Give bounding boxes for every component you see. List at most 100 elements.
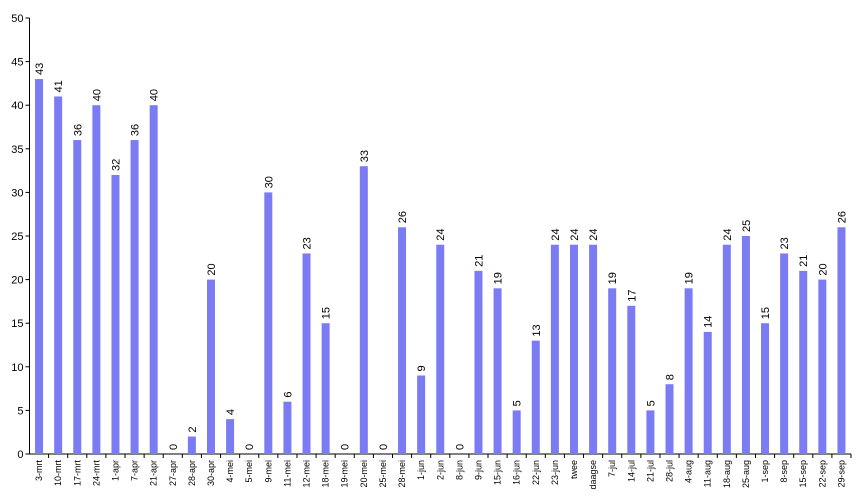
bar bbox=[799, 270, 808, 454]
bar bbox=[837, 227, 846, 454]
bar bbox=[149, 105, 158, 454]
data-label: 41 bbox=[53, 80, 65, 92]
bar bbox=[111, 174, 120, 454]
data-label: 0 bbox=[340, 444, 352, 450]
data-label: 19 bbox=[493, 272, 505, 284]
x-axis: 3-mrt 10-mrt 17-mrt 24-mrt 1-apr 7-apr 21-apr 2… bbox=[29, 453, 852, 490]
bars bbox=[35, 79, 846, 455]
x-tick-label: 1-sep bbox=[760, 460, 770, 483]
data-label: 0 bbox=[378, 444, 390, 450]
data-label: 26 bbox=[397, 211, 409, 223]
bar bbox=[761, 323, 770, 454]
x-tick-label: 9-mei bbox=[263, 460, 273, 483]
y-tick-label: 5 bbox=[17, 405, 23, 417]
data-label: 14 bbox=[703, 316, 715, 328]
data-label: 17 bbox=[626, 290, 638, 302]
bar bbox=[493, 288, 502, 454]
data-label: 0 bbox=[244, 444, 256, 450]
data-label: 36 bbox=[72, 124, 84, 136]
x-tick-label: 25-mei bbox=[378, 460, 388, 488]
data-label: 19 bbox=[684, 272, 696, 284]
bar bbox=[684, 288, 693, 454]
data-label: 36 bbox=[130, 124, 142, 136]
data-label: 0 bbox=[454, 444, 466, 450]
data-label: 40 bbox=[91, 89, 103, 101]
x-tick-label: 29-sep bbox=[836, 460, 846, 488]
data-label: 6 bbox=[282, 392, 294, 398]
x-tick-label: 8-jun bbox=[454, 460, 464, 480]
data-label: 24 bbox=[569, 228, 581, 240]
y-tick-label: 15 bbox=[11, 318, 23, 330]
bar bbox=[359, 166, 368, 455]
x-tick-label: 9-jun bbox=[473, 460, 483, 480]
y-tick-label: 35 bbox=[11, 144, 23, 156]
data-label: 30 bbox=[263, 176, 275, 188]
data-label: 24 bbox=[550, 228, 562, 240]
bar bbox=[283, 401, 292, 454]
bar bbox=[741, 236, 750, 454]
bar bbox=[73, 140, 82, 454]
bar bbox=[92, 105, 101, 454]
x-tick-label: 15-sep bbox=[798, 460, 808, 488]
x-tick-label: 22-sep bbox=[817, 460, 827, 488]
bar bbox=[35, 79, 44, 454]
x-tick-label: 28-jul bbox=[665, 460, 675, 482]
data-label: 15 bbox=[760, 307, 772, 319]
x-tick-label: 27-apr bbox=[168, 460, 178, 486]
x-tick-label: 5-mei bbox=[244, 460, 254, 483]
x-tick-label: 1-jun bbox=[416, 460, 426, 480]
y-tick-label: 30 bbox=[11, 187, 23, 199]
data-label: 33 bbox=[359, 150, 371, 162]
bar bbox=[608, 288, 617, 454]
x-tick-label: twee bbox=[569, 460, 579, 479]
data-label: 32 bbox=[110, 159, 122, 171]
bar bbox=[264, 192, 273, 454]
data-label: 24 bbox=[588, 228, 600, 240]
x-tick-label: 19-mei bbox=[340, 460, 350, 488]
bar bbox=[226, 419, 235, 454]
x-tick-label: 12-mei bbox=[302, 460, 312, 488]
x-tick-label: 1-apr bbox=[110, 460, 120, 481]
bar bbox=[627, 305, 636, 454]
x-tick-label: 3-mrt bbox=[34, 460, 44, 481]
x-tick-label: 14-jul bbox=[626, 460, 636, 482]
x-tick-label: 7-jul bbox=[607, 460, 617, 477]
data-labels: 4341364032364002204030623150330269240211… bbox=[34, 63, 848, 450]
data-label: 20 bbox=[206, 263, 218, 275]
data-label: 25 bbox=[741, 220, 753, 232]
data-label: 23 bbox=[779, 237, 791, 249]
x-tick-label: 21-jul bbox=[645, 460, 655, 482]
bar bbox=[512, 410, 521, 454]
y-tick-label: 45 bbox=[11, 57, 23, 69]
y-tick-label: 25 bbox=[11, 231, 23, 243]
x-tick-label: 15-jun bbox=[493, 460, 503, 485]
x-tick-label: 30-apr bbox=[206, 460, 216, 486]
x-tick-label: 18-aug bbox=[722, 460, 732, 488]
x-tick-label: 21-apr bbox=[149, 460, 159, 486]
bar bbox=[780, 253, 789, 454]
bar bbox=[550, 244, 559, 454]
bar bbox=[531, 340, 540, 454]
bar bbox=[321, 323, 330, 454]
x-tick-label: 11-aug bbox=[703, 460, 713, 487]
bar bbox=[54, 96, 63, 454]
data-label: 19 bbox=[607, 272, 619, 284]
x-tick-label: 24-mrt bbox=[91, 460, 101, 487]
data-label: 24 bbox=[722, 228, 734, 240]
bar bbox=[417, 375, 426, 454]
bar bbox=[436, 244, 445, 454]
x-tick-label: 23-jun bbox=[550, 460, 560, 485]
y-tick-label: 10 bbox=[11, 362, 23, 374]
data-label: 9 bbox=[416, 365, 428, 371]
bar bbox=[818, 279, 827, 454]
data-label: 2 bbox=[187, 426, 199, 432]
y-tick-label: 50 bbox=[11, 13, 23, 25]
bar bbox=[722, 244, 731, 454]
data-label: 13 bbox=[531, 324, 543, 336]
x-tick-label: daagse bbox=[588, 460, 598, 490]
y-axis: 0 5 10 15 20 25 30 35 40 45 50 bbox=[11, 13, 30, 461]
x-tick-label: 4-aug bbox=[684, 460, 694, 483]
data-label: 5 bbox=[645, 400, 657, 406]
x-tick-label: 11-mei bbox=[282, 460, 292, 487]
